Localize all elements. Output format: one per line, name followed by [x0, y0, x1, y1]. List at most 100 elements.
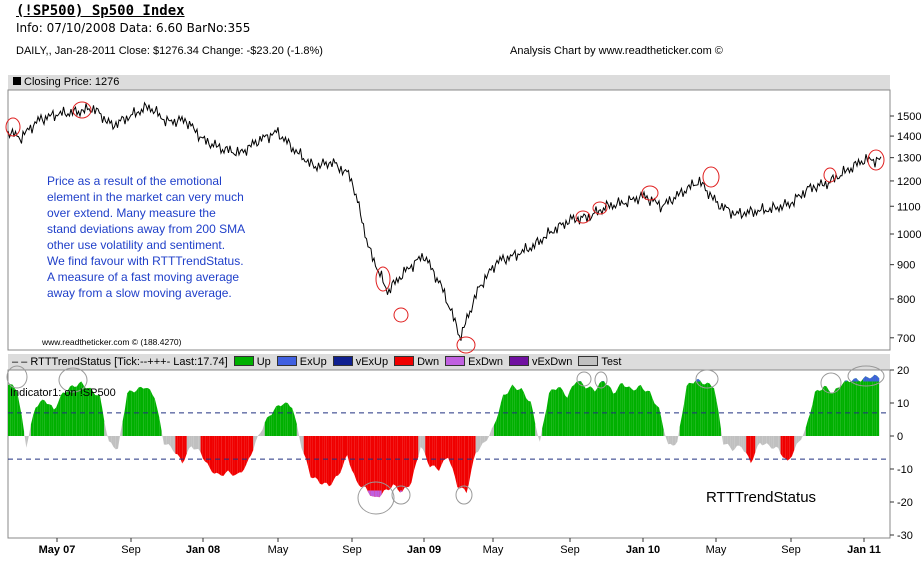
indicator-bar — [131, 390, 135, 436]
indicator-bar — [173, 436, 176, 454]
indicator-bar — [874, 374, 877, 436]
indicator-bar — [422, 436, 426, 455]
indicator-bar — [610, 387, 614, 436]
indicator-bar — [523, 392, 527, 436]
indicator-bar — [21, 415, 25, 436]
highlight-circle — [867, 149, 885, 171]
indicator-bar — [468, 436, 472, 485]
series-square-icon — [13, 77, 21, 85]
indicator-bar — [714, 388, 717, 436]
indicator-bar — [654, 403, 657, 436]
indicator-bar — [746, 436, 749, 457]
indicator-bar — [425, 436, 428, 463]
indicator-bar — [299, 436, 302, 448]
indicator-bar — [278, 405, 281, 436]
indicator-bar — [475, 436, 478, 453]
indicator-bar — [434, 436, 437, 469]
indicator-bar — [260, 429, 263, 436]
indicator-bar — [35, 406, 38, 436]
indicator-bar — [581, 381, 584, 436]
exup-bar — [865, 376, 868, 382]
indicator-bar — [58, 395, 61, 436]
indicator-bar — [53, 407, 57, 436]
legend-swatch-exdwn — [445, 356, 466, 366]
indicator-bar — [432, 436, 435, 466]
indicator-bar — [438, 436, 442, 471]
x-tick-label: May 07 — [39, 544, 76, 556]
indicator-bar — [812, 391, 815, 436]
price-panel-frame — [7, 89, 891, 351]
indicator-bar — [315, 436, 318, 480]
indicator-bar — [120, 421, 123, 436]
indicator-bar — [480, 436, 483, 448]
highlight-circle — [456, 336, 476, 354]
indicator-bar — [445, 436, 449, 459]
indicator-bar — [377, 436, 380, 498]
exup-bar — [851, 378, 854, 382]
indicator-tick-label: 0 — [897, 431, 903, 443]
indicator-bar — [289, 406, 293, 436]
indicator-bar — [775, 436, 779, 448]
indicator-bar — [645, 390, 648, 436]
indicator-bar — [413, 436, 417, 472]
indicator-bar — [138, 386, 141, 436]
indicator-bar — [193, 436, 196, 450]
indicator-bar — [656, 405, 660, 436]
indicator-bar — [367, 436, 371, 496]
indicator-bar — [372, 436, 375, 497]
indicator-bar — [262, 422, 265, 436]
indicator-bar — [821, 385, 825, 436]
indicator-bar — [824, 385, 827, 436]
x-tick-label: Jan 08 — [186, 544, 220, 556]
indicator-bar — [90, 387, 93, 436]
indicator-bar — [842, 380, 845, 436]
indicator-bar — [216, 436, 219, 474]
indicator-bar — [794, 436, 797, 450]
indicator-bar — [409, 436, 412, 487]
price-tick-label: 1100 — [897, 201, 921, 213]
indicator-bar — [459, 436, 462, 489]
indicator-bar — [858, 380, 861, 436]
indicator-bar — [702, 384, 705, 436]
indicator-bar — [65, 390, 68, 436]
indicator-bar — [787, 436, 790, 461]
indicator-bar — [294, 415, 297, 436]
price-tick-label: 1200 — [897, 176, 921, 188]
indicator-bar — [693, 380, 696, 436]
indicator-bar — [108, 436, 112, 443]
highlight-circle — [823, 167, 837, 183]
indicator-bar — [386, 436, 389, 491]
indicator-bar — [8, 384, 11, 436]
indicator-bar — [287, 403, 290, 436]
indicator-bar — [865, 376, 868, 436]
price-panel-header: Closing Price: 1276 — [8, 75, 890, 90]
indicator-sub-label: Indicator1: on !SP500 — [10, 387, 116, 399]
indicator-bar — [168, 436, 171, 447]
indicator-bar — [56, 401, 59, 436]
indicator-bar — [599, 380, 602, 436]
indicator-bar — [347, 436, 350, 465]
indicator-bar — [122, 409, 125, 436]
indicator-bar — [136, 387, 139, 436]
exdown-bar — [367, 490, 371, 496]
indicator-bar — [448, 436, 451, 464]
indicator-bar — [161, 430, 164, 445]
indicator-bar — [461, 436, 465, 489]
indicator-bar — [195, 436, 199, 450]
indicator-bar — [626, 386, 630, 436]
indicator-bar — [471, 436, 474, 472]
indicator-bar — [805, 419, 809, 436]
indicator-bar — [393, 436, 396, 486]
indicator-bar — [74, 386, 77, 436]
indicator-bar — [147, 387, 151, 436]
indicator-bar — [12, 384, 15, 436]
indicator-bar — [328, 436, 332, 487]
indicator-bar — [613, 392, 616, 436]
indicator-bar — [361, 436, 364, 488]
indicator-bar — [704, 382, 708, 436]
highlight-circle — [72, 101, 92, 119]
indicator-bar — [285, 402, 288, 436]
indicator-bar — [601, 380, 605, 436]
indicator-bar — [748, 436, 751, 464]
indicator-bar — [225, 436, 229, 473]
